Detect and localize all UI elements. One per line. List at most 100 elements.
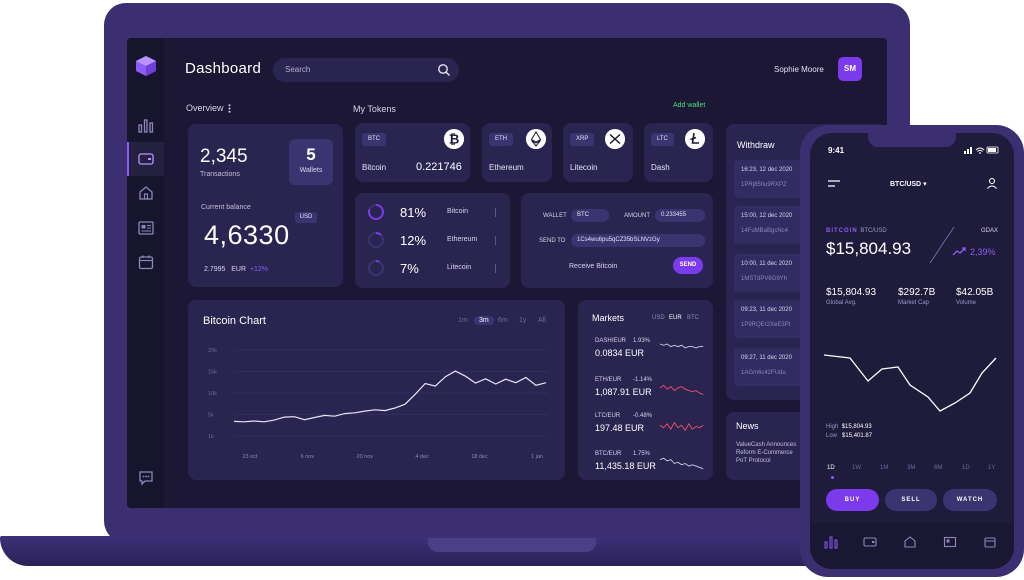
amount-input[interactable]: 0.233455 — [655, 209, 705, 222]
dashboard-screen: Dashboard Search Sophie Moore SM Overvie… — [127, 38, 887, 508]
status-icons — [964, 146, 999, 154]
search-input[interactable]: Search — [285, 65, 311, 74]
pair-selector[interactable]: BTC/USD ▾ — [890, 181, 927, 188]
x-tick-label: 23 oct — [243, 454, 258, 460]
withdraw-hash: 1PRj85hu9RXPZ — [741, 182, 787, 188]
token-card-eth[interactable]: ETH Ethereum — [482, 123, 552, 182]
news-body: ValueCash Announces Reform E-Commerce Po… — [736, 442, 797, 464]
more-options-icon[interactable] — [228, 104, 231, 113]
balance-value: 4,6330 — [204, 220, 290, 250]
buy-button[interactable]: BUY — [826, 489, 879, 511]
user-name[interactable]: Sophie Moore — [774, 65, 824, 74]
sell-button[interactable]: SELL — [885, 489, 937, 511]
currency-tab-usd[interactable]: USD — [652, 315, 665, 321]
watch-button[interactable]: WATCH — [943, 489, 997, 511]
add-wallet-link[interactable]: Add wallet — [673, 102, 706, 109]
search-bar[interactable]: Search — [273, 58, 459, 82]
currency-tab-eur[interactable]: EUR — [669, 315, 682, 321]
y-tick-label: 10k — [208, 391, 217, 397]
markets-card: Markets USD EUR BTC DASH/EUR 1.93% 0.083… — [578, 300, 713, 480]
token-symbol: LTC — [651, 133, 674, 146]
withdraw-item[interactable]: 09:23, 11 dec 2020 1P9RQEr2XeE3Pt — [734, 300, 804, 338]
send-card: WALLET BTC AMOUNT 0.233455 SEND TO 1Cs4w… — [521, 193, 713, 288]
send-button[interactable]: SEND — [673, 257, 703, 274]
high-low: High $15,804.93 Low $15,401.87 — [826, 423, 872, 441]
phone-range-6m[interactable]: 6M — [934, 465, 943, 471]
sidebar-item-stats[interactable] — [137, 116, 155, 134]
token-value: 0.221746 — [416, 161, 462, 173]
chat-icon[interactable] — [137, 469, 155, 487]
sidebar-item-home[interactable] — [137, 184, 155, 202]
balance-sub-amount: 2.7995 — [204, 266, 226, 273]
phone-range-1d-alt[interactable]: 1D — [962, 465, 970, 471]
market-change: -0.48% — [633, 413, 653, 419]
currency-tab-btc[interactable]: BTC — [687, 315, 699, 321]
receive-bitcoin-link[interactable]: Receive Bitcoin — [569, 263, 618, 270]
exchange-label: GDAX — [980, 228, 998, 234]
token-card-btc[interactable]: BTC ₿ Bitcoin 0.221746 — [355, 123, 470, 182]
currency-badge[interactable]: USD — [295, 212, 317, 223]
y-tick-label: 5k — [208, 413, 214, 419]
tab-calendar-icon[interactable] — [983, 535, 997, 549]
progress-ring — [368, 232, 384, 248]
withdraw-item[interactable]: 09:27, 11 dec 2020 1AGm6c42FUdu — [734, 348, 804, 386]
phone-range-1w[interactable]: 1W — [852, 465, 861, 471]
trend-up-icon — [952, 247, 966, 256]
markets-sparklines — [659, 343, 704, 470]
market-sparkline — [659, 457, 704, 470]
tab-home-icon[interactable] — [903, 535, 917, 549]
tab-stats-icon[interactable] — [824, 535, 838, 549]
menu-icon[interactable] — [828, 180, 840, 188]
overview-card: 2,345 Transactions 5 Wallets Current bal… — [188, 124, 343, 287]
avatar[interactable]: SM — [838, 57, 862, 81]
progress-ring — [368, 204, 384, 220]
token-symbol: ETH — [489, 133, 513, 146]
range-tab-6m[interactable]: 6m — [498, 317, 508, 324]
wallets-box[interactable]: 5 Wallets — [289, 139, 333, 185]
coin-label-text: BITCOIN — [826, 228, 858, 234]
withdraw-item[interactable]: 15:00, 12 dec 2020 14FuMBaBgcNc4 — [734, 206, 804, 244]
amount-label: AMOUNT — [624, 213, 650, 219]
range-tab-1y[interactable]: 1y — [519, 317, 527, 324]
bitcoin-icon: ₿ — [444, 129, 464, 149]
phone-range-1m[interactable]: 1M — [880, 465, 889, 471]
sidebar-item-calendar[interactable] — [137, 253, 155, 271]
phone-range-1y[interactable]: 1Y — [988, 465, 996, 471]
range-tab-all[interactable]: All — [538, 317, 546, 324]
stat-volume: $42.05B Volume — [956, 287, 993, 306]
phone-range-3m[interactable]: 3M — [907, 465, 916, 471]
token-card-xrp[interactable]: XRP Litecoin — [563, 123, 633, 182]
withdraw-date: 09:27, 11 dec 2020 — [741, 355, 792, 361]
withdraw-item[interactable]: 16:23, 12 dec 2020 1PRj85hu9RXPZ — [734, 160, 804, 198]
page-title: Dashboard — [185, 60, 262, 77]
market-price: 0.0834 EUR — [595, 348, 644, 358]
bitcoin-series-line — [233, 370, 547, 423]
tab-news-icon[interactable] — [943, 535, 957, 549]
token-symbol: XRP — [570, 133, 595, 146]
withdraw-item[interactable]: 10:00, 11 dec 2020 1MSTdPV6G9Yh — [734, 254, 804, 292]
stat-market-cap: $292.7B Market Cap — [898, 287, 935, 306]
market-change: -1.14% — [633, 377, 653, 383]
tab-wallet-icon[interactable] — [863, 535, 877, 549]
sidebar-item-wallet[interactable] — [137, 150, 155, 168]
market-price-currency: EUR — [625, 348, 645, 358]
token-name: Bitcoin — [362, 163, 387, 172]
range-indicator — [831, 476, 834, 479]
search-icon[interactable] — [437, 63, 451, 77]
token-card-ltc[interactable]: LTC Dash — [644, 123, 713, 182]
phone-time: 9:41 — [828, 146, 845, 155]
x-tick-label: 1 jan — [531, 454, 543, 460]
low-value: $15,401.87 — [842, 433, 873, 439]
sidebar-item-news[interactable] — [137, 219, 155, 237]
phone-range-1d[interactable]: 1D — [827, 465, 835, 471]
wallet-select[interactable]: BTC — [571, 209, 609, 222]
ethereum-icon — [526, 129, 546, 149]
stat-value: $292.7B — [898, 287, 936, 298]
range-tab-3m[interactable]: 3m — [474, 316, 494, 325]
user-icon[interactable] — [986, 177, 998, 189]
token-name: Dash — [651, 163, 670, 172]
token-symbol: BTC — [362, 133, 386, 146]
bitcoin-line-chart: 20k 15k 10k 5k 1k 23 oct 6 nov 20 nov 4 dec 18 de… — [208, 348, 548, 460]
send-to-input[interactable]: 1Cs4wu6pu5qCZ35bSLNVzGy — [571, 234, 705, 247]
range-tab-1m[interactable]: 1m — [458, 317, 468, 324]
